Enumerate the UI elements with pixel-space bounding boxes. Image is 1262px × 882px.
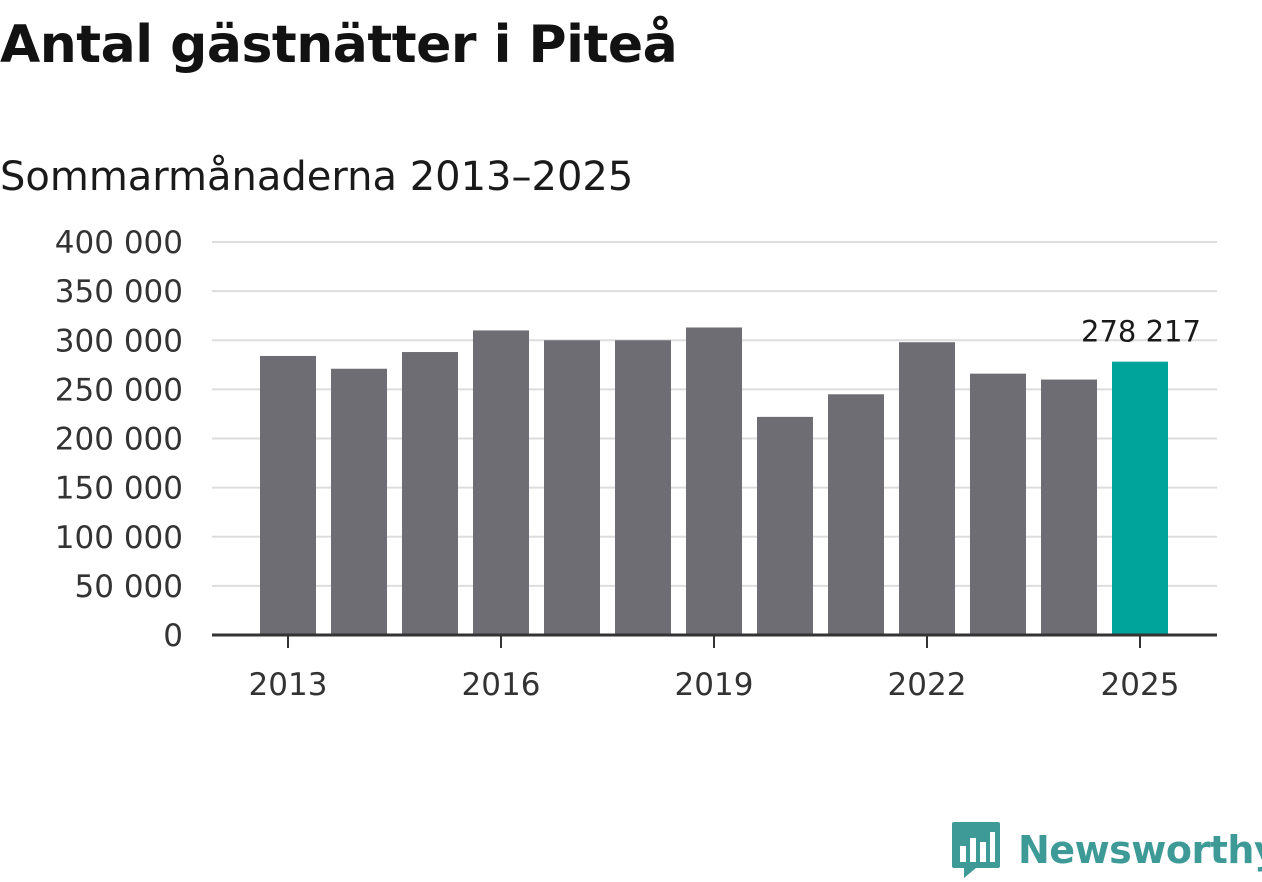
chart-subtitle: Sommarmånaderna 2013–2025 [0,154,634,200]
bar [970,373,1026,635]
bar [331,368,387,635]
brand-logo: Newsworthy [950,818,1262,882]
data-label: 278 217 [1081,315,1201,349]
x-tick-label: 2016 [462,667,541,703]
bar [260,355,316,635]
x-tick-label: 2019 [675,667,754,703]
bar [402,352,458,635]
y-tick-label: 350 000 [55,274,183,310]
bar [899,342,955,635]
y-tick-label: 100 000 [55,520,183,556]
bar [757,416,813,635]
brand-name: Newsworthy [1018,828,1262,872]
y-tick-label: 0 [163,618,183,654]
bar [686,327,742,635]
y-tick-label: 200 000 [55,422,183,458]
y-tick-label: 150 000 [55,471,183,507]
x-tick-label: 2025 [1101,667,1180,703]
bar-highlight [1112,361,1168,635]
x-tick-label: 2022 [888,667,967,703]
bar [544,340,600,635]
y-tick-label: 400 000 [55,225,183,261]
bar-chart-badge-icon [952,822,1000,878]
bar [1041,379,1097,635]
chart-title: Antal gästnätter i Piteå [0,15,678,75]
bar [615,340,671,635]
bar [828,394,884,635]
bar [473,330,529,635]
y-tick-label: 300 000 [55,323,183,359]
x-tick-label: 2013 [249,667,328,703]
y-tick-label: 50 000 [75,569,183,605]
y-tick-label: 250 000 [55,372,183,408]
